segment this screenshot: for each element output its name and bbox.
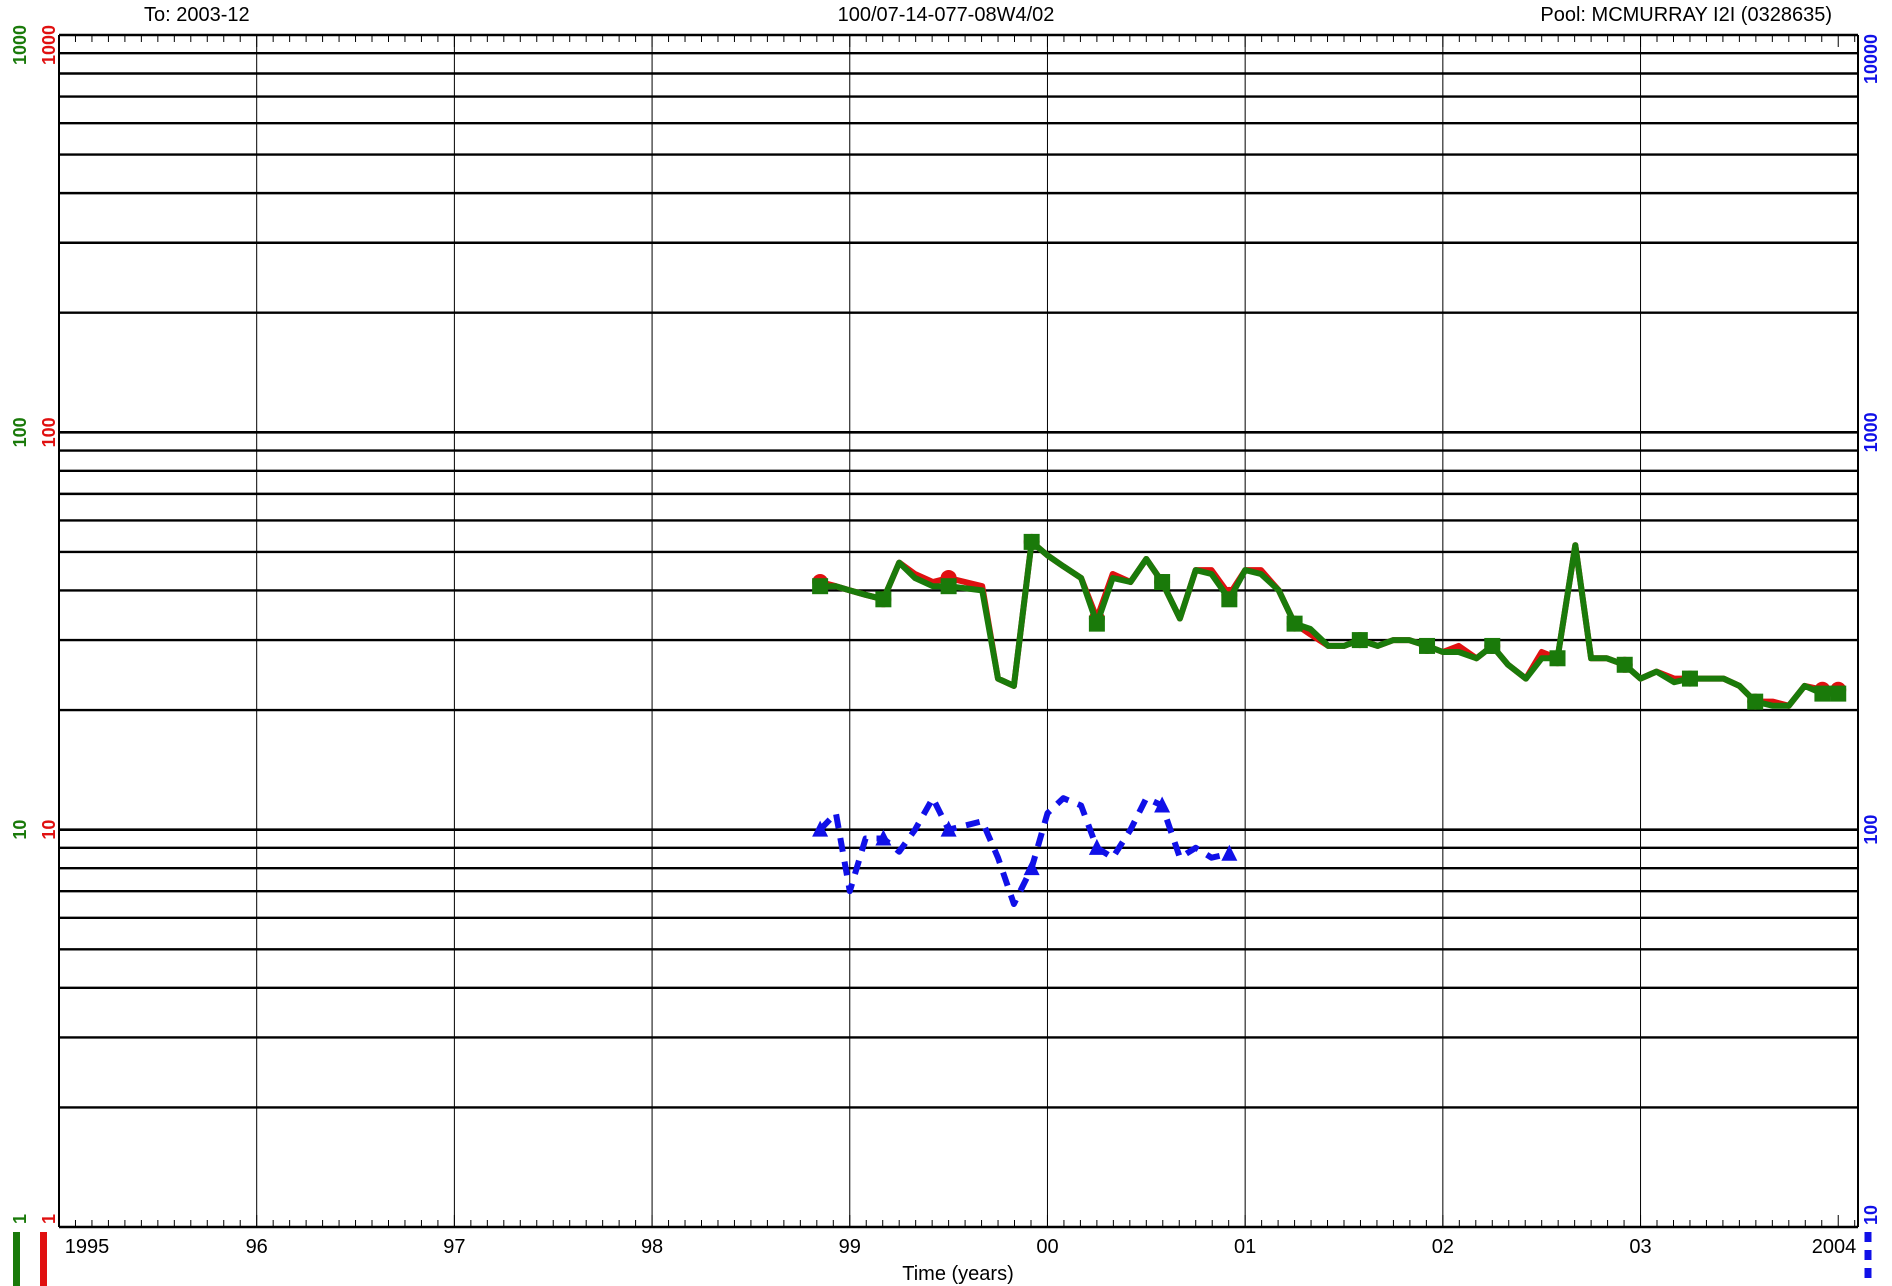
x-tick-label: 99 [839,1236,861,1258]
x-tick-label: 98 [641,1236,663,1258]
y-left-red-tick-label: 1000 [39,25,59,65]
green-square-marker [875,591,892,608]
y-left-green-tick-label: 100 [10,417,30,447]
green-square-marker [1814,685,1831,702]
chart-labels: 1995 96 97 98 99 00 01 02 03 2004 1000 100 10 1 1000 10… [10,25,1881,1286]
y-right-blue-tick-label: 100 [1861,815,1881,845]
y-right-blue-tick-label: 10000 [1861,34,1881,84]
green-legend-bar [13,1232,20,1286]
x-tick-label: 02 [1432,1236,1454,1258]
blue-triangle-marker [812,820,829,837]
blue-triangle-marker [1154,796,1171,813]
x-axis-title: Time (years) [902,1263,1013,1285]
y-left-red-tick-label: 1 [39,1214,59,1224]
x-tick-label: 2004 [1812,1236,1857,1258]
green-square-marker [1484,637,1501,654]
y-left-green-tick-label: 10 [10,820,30,840]
y-left-green-tick-label: 1000 [10,25,30,65]
blue-triangle-marker [1023,859,1040,876]
blue-triangle-marker [1221,844,1238,861]
green-square-marker [940,578,957,595]
to-date-label: To: 2003-12 [144,4,250,26]
well-id-title: 100/07-14-077-08W4/02 [838,4,1055,26]
green-square-marker [1747,693,1764,710]
green-square-marker [1616,656,1633,673]
chart-axes [58,34,1859,1228]
green-square-marker [1351,632,1368,649]
green-square-marker [1154,574,1171,591]
red-legend-bar [40,1232,47,1286]
x-tick-label: 01 [1234,1236,1256,1258]
blue-series-line [817,795,1230,907]
chart-series [812,533,1847,907]
y-left-green-tick-label: 1 [10,1214,30,1224]
green-square-marker [1088,615,1105,632]
blue-triangle-marker [875,829,892,846]
blue-triangle-marker [940,820,957,837]
green-square-marker [1830,685,1847,702]
y-right-blue-tick-label: 10 [1861,1205,1881,1225]
green-square-marker [1023,533,1040,550]
x-tick-label: 03 [1629,1236,1651,1258]
x-tick-label: 96 [246,1236,268,1258]
x-tick-label: 1995 [65,1236,110,1258]
green-square-marker [1419,637,1436,654]
green-square-marker [1221,591,1238,608]
y-left-red-tick-label: 100 [39,417,59,447]
x-tick-label: 97 [443,1236,465,1258]
y-left-red-tick-label: 10 [39,820,59,840]
green-square-marker [1549,650,1566,667]
blue-triangle-marker [1088,838,1105,855]
green-square-marker [1286,615,1303,632]
y-right-blue-tick-label: 1000 [1861,412,1881,452]
x-tick-label: 00 [1036,1236,1058,1258]
green-square-marker [812,578,829,595]
green-series-line [820,538,1839,709]
green-square-marker [1681,670,1698,687]
pool-label: Pool: MCMURRAY I2I (0328635) [1540,4,1832,26]
